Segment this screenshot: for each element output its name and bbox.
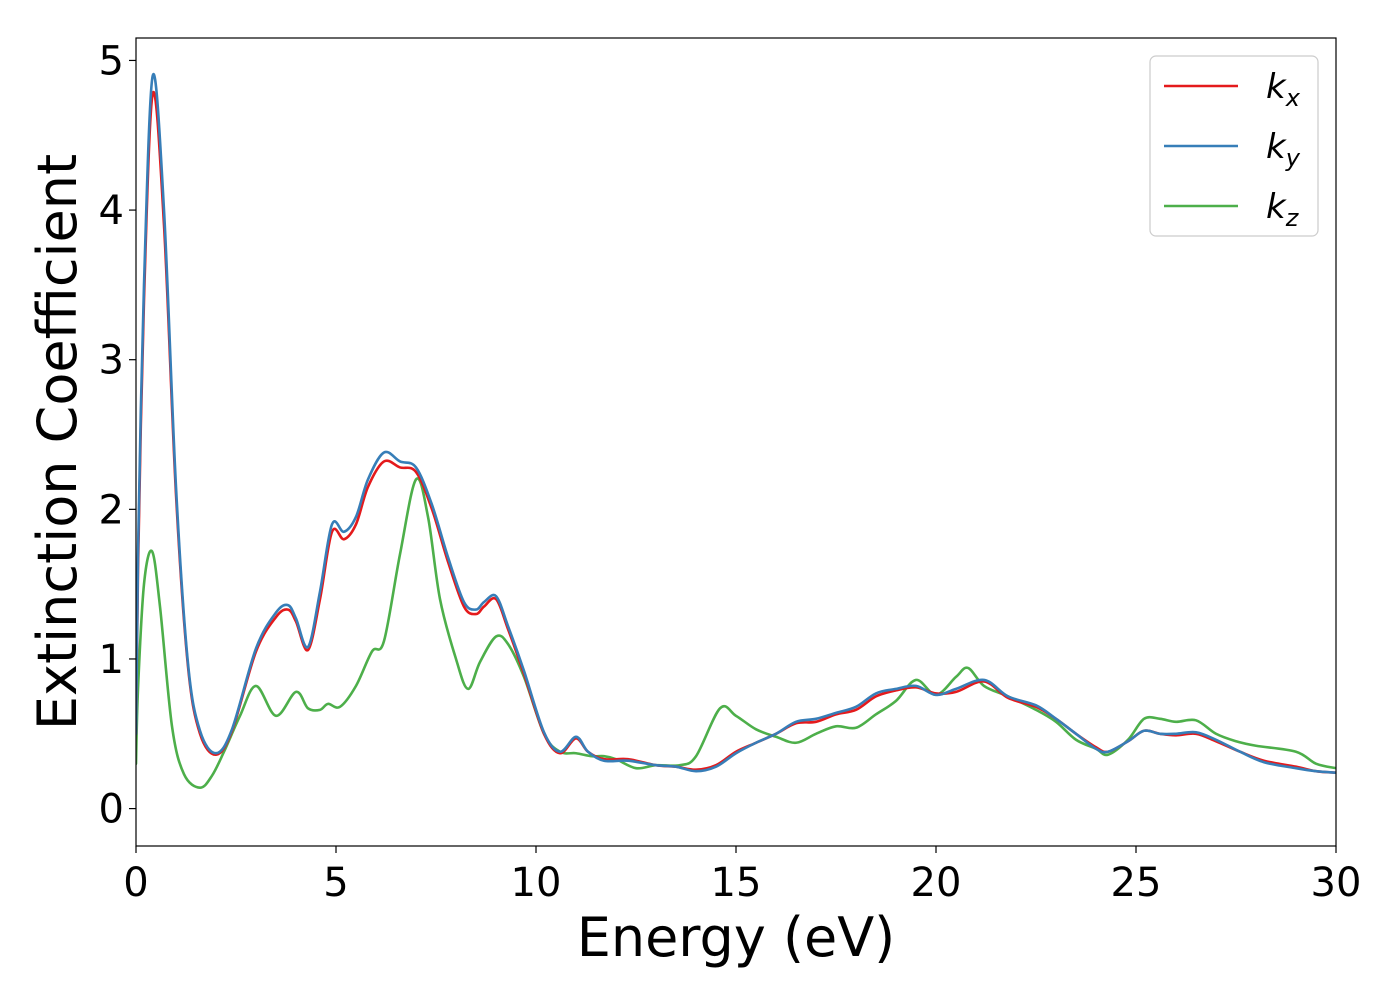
x-tick-label: 15 (711, 860, 762, 906)
x-tick-label: 30 (1311, 860, 1362, 906)
y-tick-label: 3 (99, 338, 124, 384)
y-tick-label: 0 (99, 787, 124, 833)
x-tick-label: 25 (1111, 860, 1162, 906)
x-tick-label: 5 (323, 860, 348, 906)
y-tick-label: 2 (99, 487, 124, 533)
legend: kx ky kz (1149, 55, 1319, 237)
y-tick-label: 1 (99, 637, 124, 683)
x-tick-label: 10 (511, 860, 562, 906)
y-tick-label: 4 (99, 188, 124, 234)
x-ticks: 0 5 10 15 20 25 30 (123, 846, 1361, 906)
x-tick-label: 20 (911, 860, 962, 906)
series-layer (136, 72, 1336, 789)
series-line-y (136, 72, 1336, 774)
legend-label-z: kz (1266, 187, 1300, 232)
y-axis-title: Extinction Coefficient (26, 154, 89, 730)
legend-label-x: kx (1266, 67, 1301, 112)
y-ticks: 0 1 2 3 4 5 (99, 38, 136, 833)
legend-label-y: ky (1266, 127, 1301, 172)
x-axis-title: Energy (eV) (577, 906, 896, 969)
y-tick-label: 5 (99, 38, 124, 84)
x-tick-label: 0 (123, 860, 148, 906)
